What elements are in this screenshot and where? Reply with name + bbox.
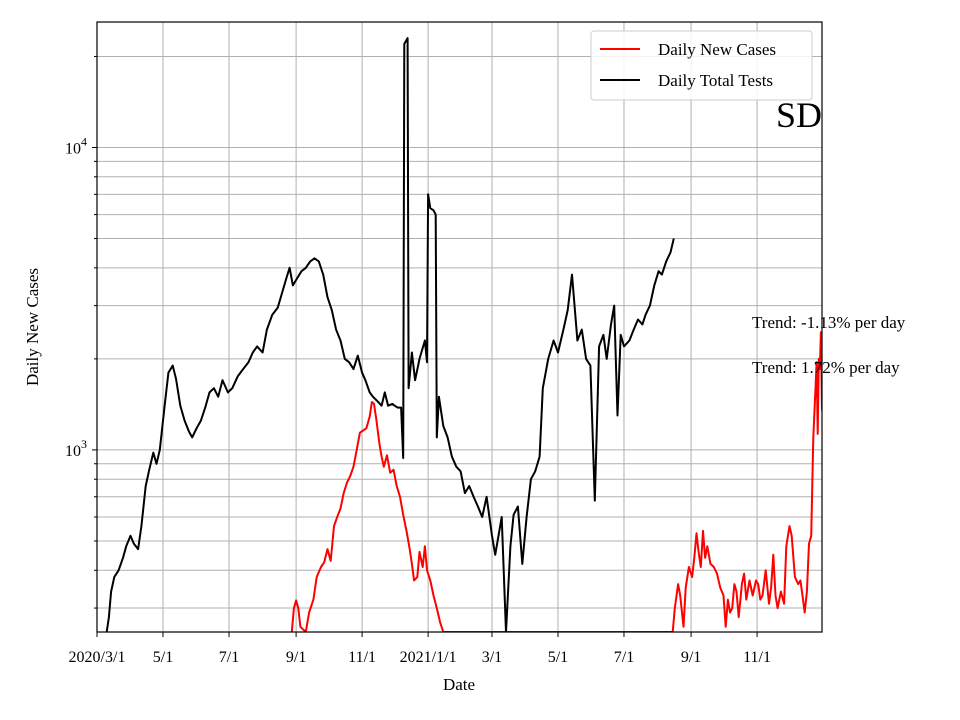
x-tick-label: 9/1 — [681, 649, 701, 666]
legend-label-daily-new-cases: Daily New Cases — [658, 40, 776, 59]
x-axis-label: Date — [443, 675, 475, 694]
trend-annotation-2: Trend: 1.72% per day — [752, 358, 900, 377]
grid-layer — [96, 22, 822, 632]
x-tick-label: 5/1 — [548, 649, 568, 666]
legend: Daily New Cases Daily Total Tests — [590, 30, 813, 101]
plot-frame — [96, 21, 823, 633]
y-tick-label: 103 — [65, 437, 87, 460]
series-layer — [105, 37, 822, 632]
legend-box — [590, 30, 813, 101]
x-tick-label: 5/1 — [153, 649, 173, 666]
x-tick-label: 2020/3/1 — [69, 649, 126, 666]
x-tick-label: 2021/1/1 — [400, 649, 457, 666]
x-tick-label: 11/1 — [743, 649, 771, 666]
x-tick-label: 7/1 — [219, 649, 239, 666]
series-line-daily-total-tests — [105, 37, 675, 632]
x-tick-label: 9/1 — [286, 649, 306, 666]
legend-label-daily-total-tests: Daily Total Tests — [658, 71, 773, 90]
x-tick-label: 7/1 — [614, 649, 634, 666]
y-axis-label: Daily New Cases — [23, 268, 42, 386]
series-line-daily-new-cases — [290, 331, 822, 632]
x-tick-label: 11/1 — [348, 649, 376, 666]
y-tick-label: 104 — [65, 134, 87, 157]
state-label: SD — [776, 95, 822, 135]
tick-layer: 2020/3/1 5/1 7/1 9/1 11/1 2021/1/1 3/1 5/1 7/1 9/… — [65, 55, 771, 666]
x-tick-label: 3/1 — [482, 649, 502, 666]
trend-annotation-1: Trend: -1.13% per day — [752, 313, 906, 332]
